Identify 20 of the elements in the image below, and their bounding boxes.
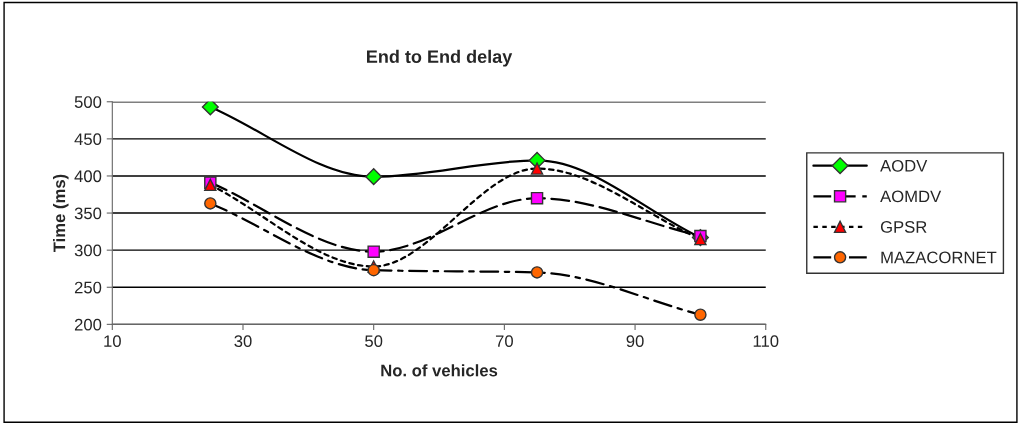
legend-label: MAZACORNET <box>881 251 997 264</box>
x-axis-title: No. of vehicles <box>381 364 498 377</box>
y-axis-title: Time (ms) <box>53 174 69 253</box>
legend-label: AODV <box>880 159 928 172</box>
y-tick-label: 250 <box>74 281 102 294</box>
y-tick-label: 400 <box>74 170 102 183</box>
legend-label: AOMDV <box>880 190 942 203</box>
x-tick-label: 110 <box>753 335 779 348</box>
x-tick-label: 50 <box>365 335 383 348</box>
x-tick-label: 30 <box>234 335 252 348</box>
y-tick-label: 300 <box>74 244 102 257</box>
x-tick-label: 70 <box>495 335 513 348</box>
y-tick-label: 200 <box>74 318 102 331</box>
x-tick-label: 90 <box>626 335 644 348</box>
y-tick-label: 350 <box>74 207 102 220</box>
y-tick-label: 450 <box>74 133 102 146</box>
y-tick-label: 500 <box>74 96 102 108</box>
legend-label: GPSR <box>880 221 927 233</box>
chart-title: End to End delay <box>367 49 513 67</box>
x-tick-label: 10 <box>104 335 121 348</box>
